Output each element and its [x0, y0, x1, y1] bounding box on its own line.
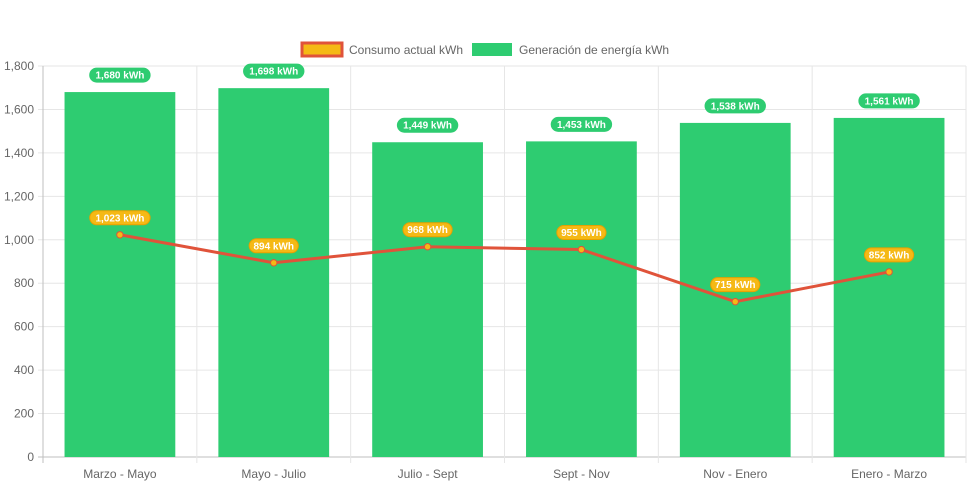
line-point[interactable]: [423, 243, 432, 251]
legend-swatch-generacion[interactable]: [472, 43, 512, 56]
legend-label-consumo[interactable]: Consumo actual kWh: [349, 43, 463, 57]
y-tick-label: 200: [14, 407, 34, 421]
bar-value-label: 1,561 kWh: [858, 93, 920, 109]
axes: 0 200 400 600 800 1,000 1,200 1,400 1,600 1,800 Ma…: [4, 59, 927, 481]
line-point[interactable]: [885, 268, 893, 276]
line-value-label-text: 955 kWh: [561, 228, 602, 239]
x-tick-label: Nov - Enero: [703, 467, 767, 481]
legend: Consumo actual kWh Generación de energía…: [300, 41, 669, 58]
bar[interactable]: [833, 117, 945, 458]
line-value-label-bg: [710, 277, 761, 293]
y-tick-label: 800: [14, 276, 34, 290]
y-tick-label: 1,600: [4, 102, 34, 116]
line-point[interactable]: [577, 245, 586, 254]
bar-value-label-bg: [89, 67, 151, 83]
bar[interactable]: [526, 141, 637, 458]
y-tick-label: 1,800: [4, 59, 34, 73]
line-value-label-text: 1,023 kWh: [95, 213, 144, 224]
legend-swatch-consumo[interactable]: [300, 41, 344, 58]
y-tick-label: 1,400: [4, 146, 34, 160]
bar-value-label-bg: [396, 117, 459, 133]
bar[interactable]: [218, 88, 330, 457]
grid: [38, 65, 967, 463]
line-value-label: 1,023 kWh: [89, 210, 151, 226]
y-tick-label: 1,000: [4, 233, 34, 247]
y-tick-label: 0: [27, 450, 34, 464]
x-tick-label: Mayo - Julio: [241, 467, 306, 481]
bar-value-label-text: 1,453 kWh: [557, 120, 606, 131]
line-value-label: 852 kWh: [863, 247, 915, 263]
y-tick-label: 1,200: [4, 189, 34, 203]
line-point[interactable]: [116, 231, 124, 239]
bar-value-label-text: 1,698 kWh: [249, 67, 298, 78]
line-value-label-bg: [248, 238, 299, 254]
y-tick-label: 600: [14, 320, 34, 334]
y-tick-label: 400: [14, 363, 34, 377]
bar[interactable]: [372, 142, 483, 457]
bar-value-label-text: 1,538 kWh: [711, 101, 760, 112]
legend-label-generacion[interactable]: Generación de energía kWh: [519, 43, 669, 57]
line-value-label: 968 kWh: [402, 222, 453, 238]
x-tick-label: Marzo - Mayo: [83, 467, 157, 481]
line-value-label-text: 894 kWh: [253, 241, 294, 252]
bar-value-label-bg: [704, 98, 766, 114]
bar-value-label-bg: [858, 93, 920, 109]
line-value-label-bg: [556, 225, 607, 241]
bar-value-label: 1,680 kWh: [89, 67, 151, 83]
line-value-label-text: 715 kWh: [715, 280, 756, 291]
line-value-label: 955 kWh: [556, 225, 607, 241]
line-point[interactable]: [270, 259, 278, 267]
bar-value-label-text: 1,561 kWh: [865, 96, 914, 107]
line-point[interactable]: [731, 297, 739, 306]
bar-series: [64, 88, 945, 458]
line-value-label-text: 968 kWh: [407, 225, 448, 236]
line-value-label-bg: [402, 222, 453, 238]
bar-value-label-bg: [243, 63, 305, 79]
line-value-label-bg: [863, 247, 915, 263]
line-value-label: 715 kWh: [710, 277, 761, 293]
x-tick-label: Sept - Nov: [553, 467, 610, 481]
bar-value-label-text: 1,680 kWh: [95, 71, 144, 82]
line-value-label: 894 kWh: [248, 238, 299, 254]
bar-value-label: 1,449 kWh: [396, 117, 459, 133]
line-value-label-bg: [89, 210, 151, 226]
x-tick-label: Enero - Marzo: [851, 467, 927, 481]
data-labels: 1,680 kWh 1,698 kWh 1,449 kWh 1,453 kWh 1,53…: [89, 63, 920, 293]
bar-value-label: 1,538 kWh: [704, 98, 766, 114]
bar-value-label: 1,698 kWh: [243, 63, 305, 79]
bar-value-label-text: 1,449 kWh: [403, 121, 452, 132]
consumo-line: [119, 233, 890, 304]
bar-value-label-bg: [550, 116, 613, 132]
line-series: [116, 231, 893, 306]
bar-value-label: 1,453 kWh: [550, 116, 613, 132]
x-tick-label: Julio - Sept: [398, 467, 459, 481]
bar[interactable]: [64, 92, 176, 458]
line-value-label-text: 852 kWh: [869, 250, 910, 261]
